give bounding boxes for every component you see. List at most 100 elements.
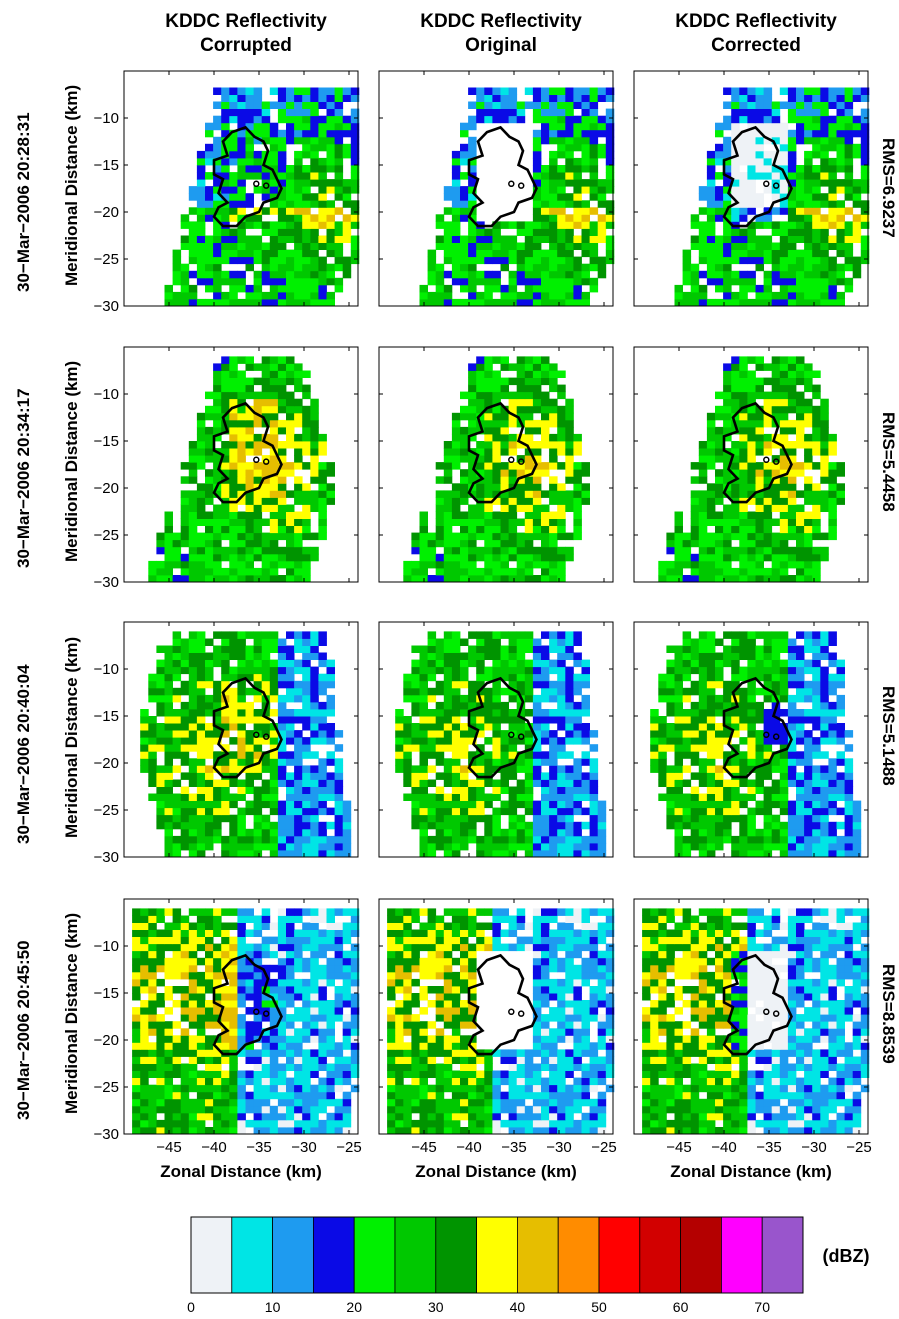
heatmap-cell xyxy=(213,298,222,307)
heatmap-cell xyxy=(196,263,206,272)
heatmap-cell xyxy=(172,553,182,562)
heatmap-cell xyxy=(237,680,246,689)
heatmap-cell xyxy=(557,673,566,682)
heatmap-cell xyxy=(812,751,821,759)
heatmap-cell xyxy=(411,723,420,731)
heatmap-cell xyxy=(427,716,437,724)
column-title-original: KDDC Reflectivity Original xyxy=(373,10,629,58)
heatmap-cell xyxy=(508,377,518,386)
heatmap-cell xyxy=(557,214,566,222)
heatmap-cell xyxy=(739,511,748,519)
heatmap-cell xyxy=(796,525,805,534)
heatmap-cell xyxy=(302,744,311,752)
heatmap-cell xyxy=(836,87,845,95)
heatmap-cell xyxy=(253,800,263,809)
heatmap-cell xyxy=(844,779,854,787)
heatmap-cell xyxy=(804,298,813,307)
heatmap-cell xyxy=(500,391,509,400)
heatmap-cell xyxy=(731,193,740,201)
heatmap-cell xyxy=(500,108,509,117)
heatmap-cell xyxy=(221,645,230,653)
heatmap-cell xyxy=(508,490,518,498)
heatmap-cell xyxy=(500,631,509,639)
center-marker xyxy=(262,182,270,189)
heatmap-cell xyxy=(269,560,279,569)
heatmap-cell xyxy=(812,786,821,794)
heatmap-cell xyxy=(836,235,845,243)
heatmap-cell xyxy=(302,122,311,131)
heatmap-cell xyxy=(172,263,182,272)
heatmap-cell xyxy=(549,242,558,250)
heatmap-cell xyxy=(164,687,173,696)
heatmap-cell xyxy=(253,186,263,194)
heatmap-cell xyxy=(294,221,303,229)
heatmap-cell xyxy=(706,157,716,166)
heatmap-cell xyxy=(820,270,829,279)
heatmap-cell xyxy=(779,150,789,159)
heatmap-cell xyxy=(237,207,246,215)
heatmap-cell xyxy=(294,793,303,801)
heatmap-cell xyxy=(245,377,254,386)
heatmap-cell xyxy=(277,179,287,187)
heatmap-cell xyxy=(771,356,781,364)
heatmap-cell xyxy=(731,462,740,470)
heatmap-cell xyxy=(532,298,542,307)
heatmap-cell xyxy=(180,476,190,484)
heatmap-cell xyxy=(597,129,607,138)
heatmap-cell xyxy=(213,419,222,428)
heatmap-cell xyxy=(140,751,149,759)
heatmap-cell xyxy=(715,560,724,569)
heatmap-cell xyxy=(715,412,724,421)
heatmap-cell xyxy=(205,249,214,258)
heatmap-cell xyxy=(468,384,477,393)
heatmap-cell xyxy=(605,129,615,138)
heatmap-cell xyxy=(213,469,222,477)
heatmap-cell xyxy=(148,567,157,576)
heatmap-cell xyxy=(229,490,238,498)
heatmap-cell xyxy=(779,370,789,378)
heatmap-cell xyxy=(277,525,287,534)
heatmap-cell xyxy=(156,793,165,801)
heatmap-cell xyxy=(747,256,756,265)
heatmap-cell xyxy=(476,814,485,823)
heatmap-cell xyxy=(763,814,773,823)
heatmap-cell xyxy=(812,737,821,745)
heatmap-cell xyxy=(804,186,813,194)
heatmap-cell xyxy=(565,433,574,442)
heatmap-cell xyxy=(451,814,461,823)
heatmap-cell xyxy=(277,828,287,837)
heatmap-cell xyxy=(804,807,813,816)
heatmap-cell xyxy=(658,751,667,759)
heatmap-cell xyxy=(589,758,599,766)
heatmap-cell xyxy=(269,673,279,682)
heatmap-cell xyxy=(318,723,327,731)
heatmap-cell xyxy=(836,779,845,787)
heatmap-cell xyxy=(787,448,797,456)
heatmap-cell xyxy=(739,235,748,243)
heatmap-cell xyxy=(747,835,756,844)
heatmap-cell xyxy=(812,850,821,858)
heatmap-cell xyxy=(443,228,453,236)
heatmap-cell xyxy=(334,821,344,830)
heatmap-cell xyxy=(812,263,821,272)
heatmap-cell xyxy=(747,560,756,569)
heatmap-cell xyxy=(411,786,420,794)
heatmap-cell xyxy=(532,821,542,830)
heatmap-cell xyxy=(557,284,566,293)
heatmap-cell xyxy=(698,723,708,731)
heatmap-cell xyxy=(524,270,534,279)
heatmap-cell xyxy=(715,476,724,484)
heatmap-cell xyxy=(286,298,295,307)
heatmap-cell xyxy=(549,631,558,639)
heatmap-cell xyxy=(213,377,222,386)
heatmap-cell xyxy=(541,221,550,229)
heatmap-cell xyxy=(269,221,279,229)
heatmap-cell xyxy=(451,850,461,858)
heatmap-cell xyxy=(581,779,590,787)
heatmap-cell xyxy=(723,511,732,519)
heatmap-cell xyxy=(715,143,724,152)
heatmap-cell xyxy=(565,850,574,858)
heatmap-cell xyxy=(508,398,518,407)
heatmap-cell xyxy=(698,221,708,229)
heatmap-cell xyxy=(690,814,700,823)
